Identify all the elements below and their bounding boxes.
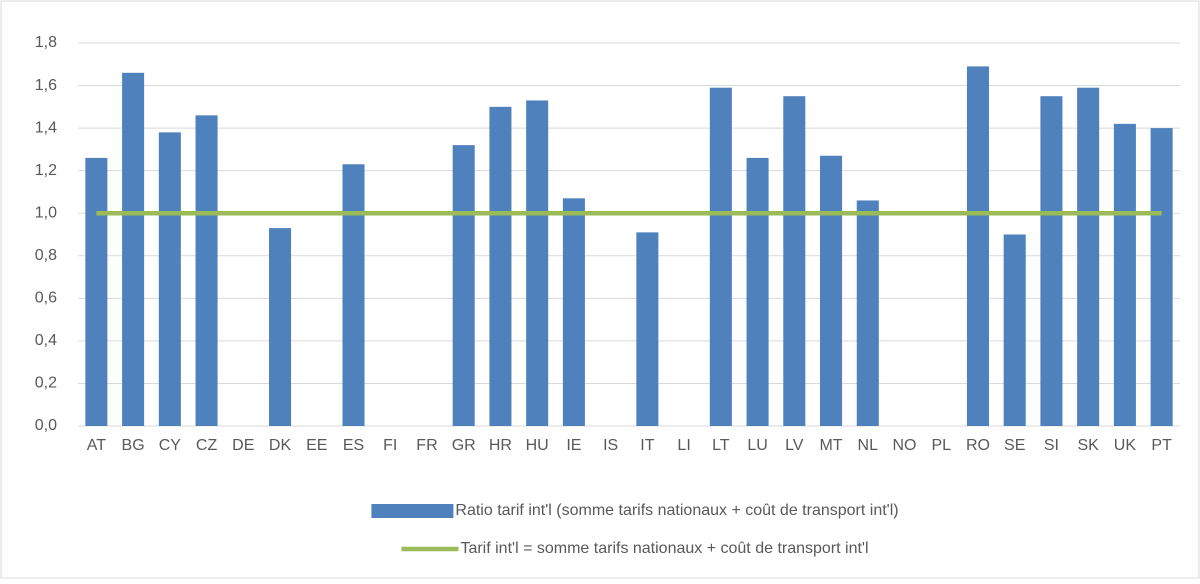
y-tick-label: 1,2 [35,162,57,179]
x-tick-label: HR [489,437,512,454]
bar [820,155,843,426]
x-tick-label: IT [640,437,654,454]
x-tick-label: GR [452,437,476,454]
x-tick-label: CY [159,437,182,454]
y-tick-label: 0,0 [35,417,57,434]
x-tick-label: IS [603,437,618,454]
x-tick-label: LV [785,437,804,454]
bar [1003,234,1026,426]
x-tick-label: UK [1114,437,1137,454]
bar [746,157,769,426]
y-tick-label: 0,8 [35,247,57,264]
x-tick-label: IE [566,437,581,454]
bar [1113,123,1136,426]
bar [452,145,475,426]
x-tick-label: SK [1077,437,1099,454]
bar [1077,87,1100,426]
bar [1150,128,1173,426]
bar [856,200,879,426]
x-tick-label: PT [1151,437,1172,454]
y-tick-label: 0,6 [35,290,57,307]
x-tick-label: AT [87,437,106,454]
x-tick-label: LT [712,437,730,454]
x-tick-label: NO [893,437,917,454]
bar [783,96,806,426]
x-tick-label: FI [383,437,397,454]
x-tick-label: LI [677,437,690,454]
x-tick-label: BG [122,437,145,454]
x-tick-label: DE [232,437,254,454]
x-tick-label: MT [819,437,842,454]
y-tick-label: 0,4 [35,332,57,349]
bar [85,157,108,426]
bar [269,228,292,426]
bar [158,132,181,426]
x-tick-label: NL [858,437,879,454]
bar [122,72,145,427]
y-tick-label: 1,4 [35,119,57,136]
y-tick-label: 1,6 [35,77,57,94]
x-tick-label: PL [931,437,951,454]
bar [562,198,585,426]
x-tick-label: SE [1004,437,1025,454]
bar [1040,96,1063,426]
x-tick-label: ES [343,437,364,454]
y-tick-label: 1,8 [35,34,57,51]
x-tick-label: LU [747,437,767,454]
y-tick-label: 0,2 [35,375,57,392]
legend-marker [371,504,454,518]
bar [342,164,365,427]
x-tick-label: DK [269,437,292,454]
x-tick-label: HU [526,437,549,454]
bar [966,66,989,427]
bar [489,106,512,426]
x-tick-label: SI [1044,437,1059,454]
x-tick-label: CZ [196,437,218,454]
bar [636,232,659,426]
bar [195,115,218,426]
bar [526,100,549,426]
x-tick-label: RO [966,437,990,454]
x-tick-label: EE [306,437,327,454]
legend-label: Ratio tarif int'l (somme tarifs nationau… [455,502,898,519]
bar [709,87,732,426]
y-tick-label: 1,0 [35,204,57,221]
x-tick-label: FR [416,437,437,454]
legend-label: Tarif int'l = somme tarifs nationaux + c… [460,540,868,557]
